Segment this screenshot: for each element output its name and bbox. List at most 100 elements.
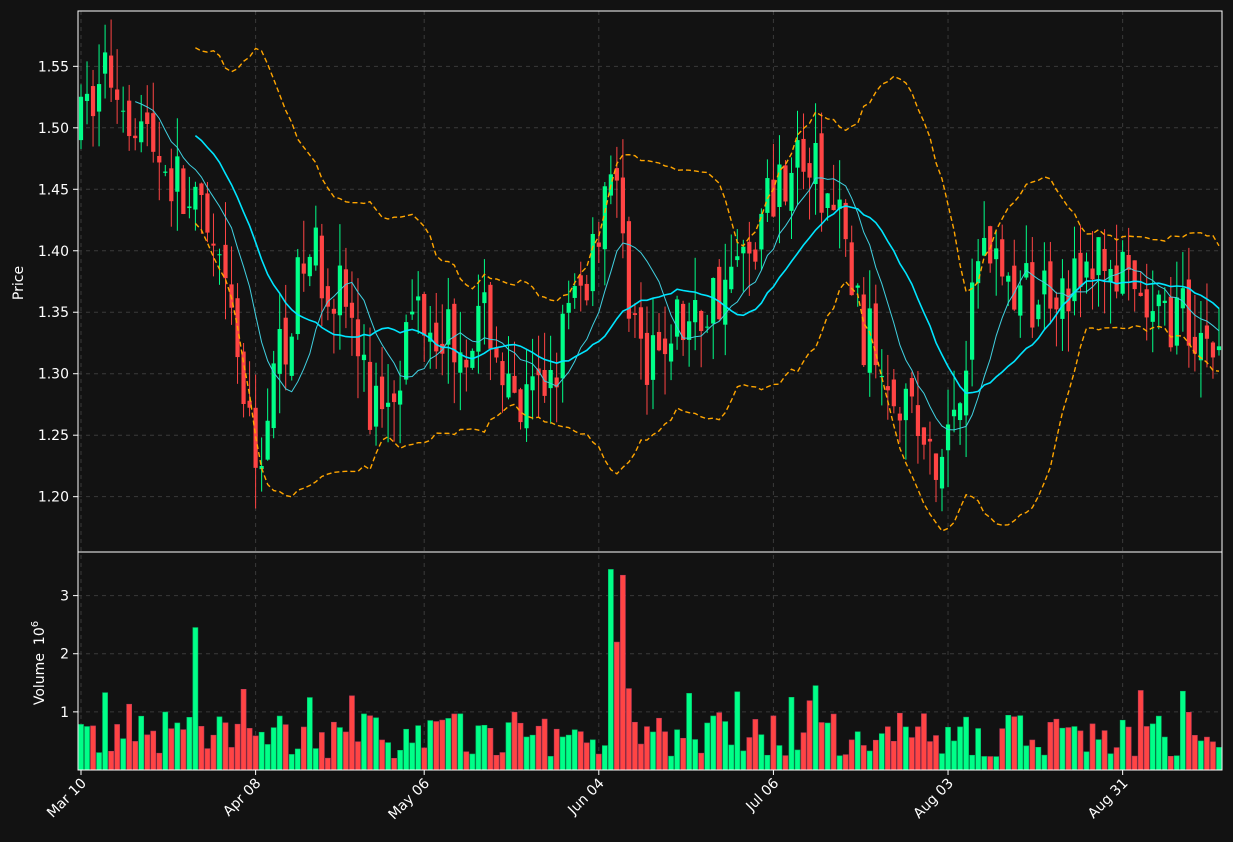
volume-bar-up (409, 742, 415, 771)
volume-bar-up (306, 697, 313, 771)
candle-up (957, 403, 963, 421)
candle-up (1006, 275, 1011, 282)
candle-down (831, 204, 836, 211)
volume-bar-up (734, 691, 741, 771)
volume-bar-down (234, 723, 241, 771)
volume-bar-up (1216, 747, 1222, 771)
candle-down (699, 311, 704, 332)
candle-up (163, 171, 168, 173)
volume-bar-down (144, 734, 151, 771)
candle-down (1192, 336, 1198, 354)
volume-bar-up (674, 729, 680, 771)
candle-down (90, 86, 96, 117)
candle-up (765, 178, 770, 213)
candle-down (1114, 265, 1119, 292)
volume-bar-up (559, 736, 566, 771)
volume-bar-up (836, 755, 843, 771)
volume-bar-up (692, 739, 698, 771)
candle-down (440, 343, 445, 354)
volume-bar-up (186, 717, 193, 771)
volume-bar-up (565, 734, 572, 771)
volume-bar-up (969, 754, 975, 771)
volume-bar-up (1023, 745, 1030, 771)
price-tick-label: 1.55 (38, 59, 69, 75)
volume-bar-down (355, 741, 361, 771)
volume-bar-down (367, 715, 373, 771)
volume-bar-down (656, 717, 662, 771)
candle-down (897, 413, 902, 421)
volume-bar-down (156, 752, 163, 771)
volume-bar-down (1168, 755, 1174, 771)
candle-up (271, 363, 276, 429)
volume-bar-down (752, 719, 759, 771)
volume-bar-down (204, 748, 211, 771)
volume-bar-down (662, 731, 668, 771)
volume-bar-down (228, 747, 235, 771)
candle-up (1096, 237, 1101, 276)
volume-bar-up (878, 733, 885, 771)
volume-bar-up (415, 725, 421, 771)
volume-bar-down (210, 734, 217, 771)
candle-up (307, 256, 312, 277)
candle-up (530, 376, 535, 391)
candle-up (482, 292, 487, 304)
candle-up (572, 286, 577, 298)
candle-down (391, 393, 397, 403)
candle-down (301, 263, 306, 274)
candle-up (1150, 311, 1155, 322)
volume-bar-down (222, 722, 229, 771)
volume-bar-down (644, 726, 650, 771)
candle-up (416, 296, 421, 301)
volume-tick-label: 3 (60, 589, 69, 605)
price-tick-label: 1.30 (38, 367, 69, 383)
volume-bar-down (132, 741, 138, 771)
candle-down (241, 351, 246, 405)
candle-down (554, 377, 559, 388)
candle-down (861, 294, 866, 366)
volume-bar-down (535, 725, 542, 771)
candle-up (723, 279, 728, 325)
candle-down (680, 303, 686, 341)
candle-up (668, 343, 674, 362)
volume-bar-down (282, 724, 289, 771)
candle-down (422, 294, 427, 336)
volume-bar-down (349, 695, 355, 771)
candle-up (705, 326, 710, 328)
volume-bar-up (764, 754, 771, 771)
candle-up (102, 52, 108, 74)
volume-bar-up (276, 715, 283, 771)
volume-bar-down (885, 726, 891, 771)
candle-up (446, 309, 451, 345)
candle-down (1054, 297, 1059, 310)
volume-bar-down (1089, 723, 1096, 771)
volume-bar-up (1005, 714, 1012, 771)
volume-bar-down (915, 726, 921, 771)
volume-bar-down (421, 747, 428, 771)
volume-bar-down (1204, 736, 1210, 771)
volume-bar-down (909, 737, 915, 771)
volume-bar-up (1155, 715, 1162, 771)
candle-down (1138, 292, 1143, 296)
volume-bar-down (1053, 718, 1060, 771)
volume-bar-up (138, 715, 145, 771)
volume-bar-up (1161, 736, 1168, 771)
candle-down (988, 226, 993, 264)
volume-bar-up (1095, 739, 1102, 771)
candle-down (247, 400, 252, 408)
candle-down (1210, 342, 1216, 358)
volume-bar-up (951, 740, 957, 771)
volume-bar-up (457, 713, 464, 771)
volume-bar-down (933, 735, 939, 771)
volume-bar-up (710, 715, 717, 771)
candle-up (590, 233, 595, 292)
volume-bar-down (198, 726, 205, 771)
candle-down (747, 241, 752, 254)
volume-bar-up (162, 711, 169, 771)
candle-down (169, 168, 174, 202)
volume-bar-down (1065, 727, 1072, 771)
candle-down (891, 379, 896, 407)
candle-up (982, 237, 987, 256)
volume-bar-up (1174, 755, 1180, 771)
candle-up (410, 311, 415, 315)
volume-bar-up (866, 750, 873, 771)
